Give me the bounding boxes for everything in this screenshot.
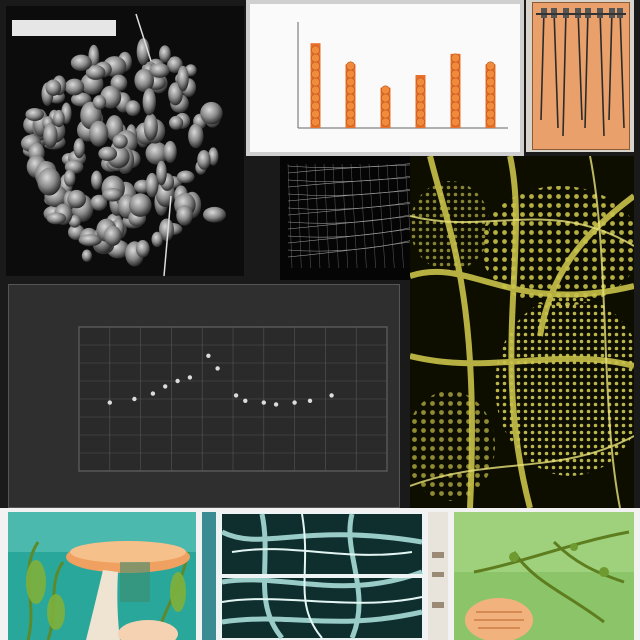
yellow-lattice-panel — [410, 156, 634, 508]
micrograph-caption-box — [12, 20, 116, 36]
network-image — [220, 513, 423, 640]
scatter-point — [175, 378, 180, 384]
scatter-point — [329, 393, 334, 398]
yellow-lattice-image — [410, 156, 634, 508]
micrograph-panel — [6, 6, 244, 276]
scatter-point — [107, 400, 113, 405]
scatter-point — [206, 353, 211, 358]
scatter-chart-panel — [8, 284, 400, 508]
scatter-point — [307, 398, 313, 403]
micrograph-image — [20, 13, 226, 276]
tools-panel — [526, 0, 634, 152]
bar-chart — [297, 22, 508, 129]
bar-chart-panel — [246, 0, 524, 156]
scatter-point — [261, 400, 266, 405]
fungus-panel — [8, 512, 196, 640]
specimen-image — [454, 512, 634, 640]
specimen-panel — [454, 512, 634, 640]
scatter-point — [273, 402, 279, 407]
scatter-point — [215, 366, 220, 371]
scatter-point — [243, 398, 248, 403]
tools-image — [536, 8, 626, 137]
network-panel — [202, 512, 424, 640]
scatter-point — [163, 384, 168, 389]
strip-panel — [428, 512, 448, 640]
scatter-point — [233, 393, 239, 398]
scatter-point — [292, 400, 297, 405]
fungus-image — [8, 512, 196, 640]
scatter-point — [132, 396, 137, 402]
scatter-point — [187, 375, 193, 380]
scatter-point — [150, 391, 156, 396]
scatter-chart — [78, 326, 388, 472]
